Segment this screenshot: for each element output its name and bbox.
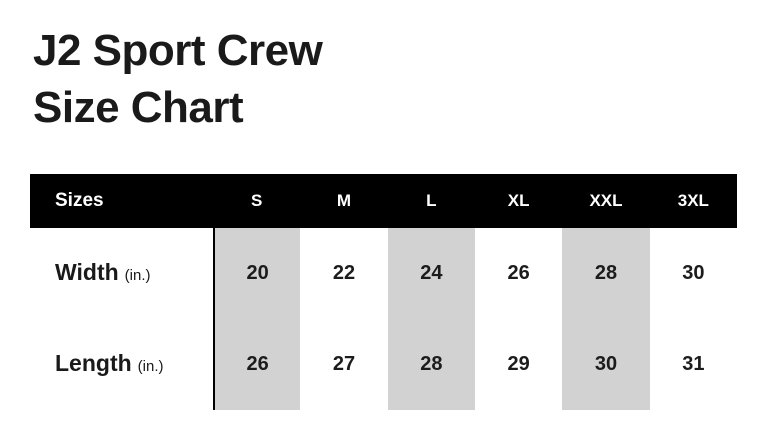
cell-width-l: 24 [387,228,475,319]
column-header-3xl: 3XL [677,191,709,210]
page-title-line-2: Size Chart [33,83,244,132]
table-row-length: Length (in.) 26 27 28 29 30 31 [30,319,737,410]
column-header-l: L [426,191,437,210]
table-row-width: Width (in.) 20 22 24 26 28 30 [30,228,737,319]
cell-length-l: 28 [387,319,475,410]
row-label-length-text: Length [55,350,132,376]
cell-width-xxl: 28 [562,228,650,319]
cell-width-xl: 26 [507,262,530,284]
row-label-length-unit: (in.) [137,358,164,375]
cell-length-3xl: 31 [682,353,705,375]
row-label-length: Length (in.) [30,319,213,410]
column-header-s: S [250,191,263,210]
cell-length-xxl: 30 [562,319,650,410]
cell-length-s: 26 [213,319,301,410]
table-header-row: Sizes S M L XL XXL 3XL [30,174,737,228]
cell-width-3xl: 30 [682,262,705,284]
cell-width-m: 22 [332,262,356,284]
column-header-xl: XL [507,191,530,210]
cell-length-m: 27 [332,353,356,375]
column-header-xxl: XXL [589,191,623,210]
size-chart-table: Sizes S M L XL XXL 3XL Width (in.) 20 22… [30,174,737,410]
cell-width-s: 20 [213,228,301,319]
page-title: J2 Sport Crew Size Chart [33,22,323,136]
row-label-width-text: Width [55,259,119,285]
cell-length-xl: 29 [507,353,530,375]
row-label-width-unit: (in.) [124,267,151,284]
header-sizes-label: Sizes [55,190,104,211]
row-label-width: Width (in.) [30,228,213,319]
page-title-line-1: J2 Sport Crew [33,26,323,75]
column-header-m: M [336,191,352,210]
